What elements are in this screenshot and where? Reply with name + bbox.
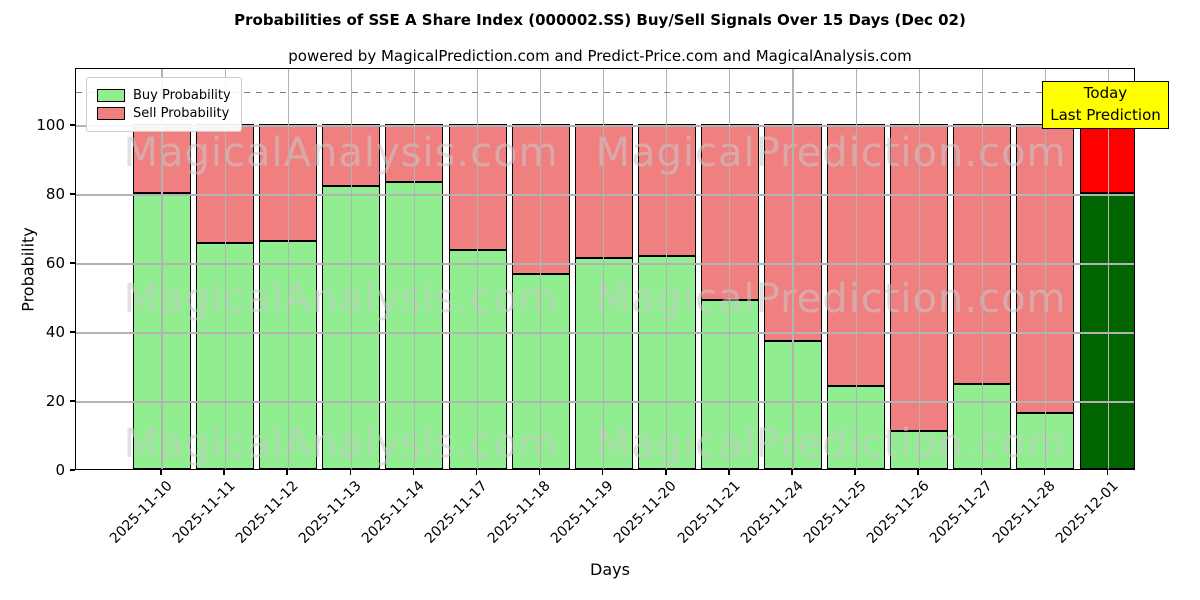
watermark-text: MagicalPrediction.com [595, 421, 1067, 467]
x-tick [665, 470, 667, 475]
watermark-text: MagicalAnalysis.com [123, 421, 559, 467]
y-tick-label: 0 [55, 461, 65, 479]
x-tick [412, 470, 415, 475]
today-annotation: Today Last Prediction [1042, 81, 1169, 129]
today-annotation-line2: Last Prediction [1050, 105, 1161, 124]
y-tick-label: 60 [45, 254, 65, 272]
x-tick-label: 2025-11-21 [674, 478, 744, 547]
chart-subtitle: powered by MagicalPrediction.com and Pre… [288, 47, 912, 65]
watermark-text: MagicalPrediction.com [595, 276, 1067, 322]
x-tick-label: 2025-11-28 [989, 478, 1059, 547]
y-tick [70, 193, 75, 195]
x-tick-label: 2025-11-14 [358, 478, 428, 547]
watermark-layer: MagicalAnalysis.com MagicalPrediction.com… [76, 69, 1134, 469]
x-axis-label: Days [590, 560, 630, 579]
watermark-text: MagicalPrediction.com [595, 130, 1067, 176]
x-tick-label: 2025-11-13 [295, 478, 365, 547]
plot-area: MagicalAnalysis.com MagicalPrediction.com… [75, 68, 1135, 470]
sell-swatch-icon [97, 107, 125, 120]
x-tick [286, 470, 288, 475]
x-tick-label: 2025-11-11 [169, 478, 239, 547]
legend-item-sell: Sell Probability [97, 106, 231, 121]
x-tick [980, 470, 983, 475]
chart-title: Probabilities of SSE A Share Index (0000… [234, 11, 966, 29]
x-tick [475, 470, 478, 475]
y-tick-label: 100 [36, 116, 65, 134]
x-tick [791, 470, 793, 475]
x-tick-label: 2025-11-25 [800, 478, 870, 547]
x-tick [917, 470, 919, 475]
y-tick-label: 20 [45, 392, 65, 410]
x-tick-label: 2025-11-10 [106, 478, 176, 547]
x-tick [601, 470, 604, 475]
x-tick [1043, 470, 1046, 475]
today-annotation-line1: Today [1083, 84, 1128, 102]
y-tick-label: 40 [45, 323, 65, 341]
x-tick-label: 2025-11-24 [737, 478, 807, 547]
buy-segment-2025-12-01 [1080, 191, 1134, 468]
watermark-text: MagicalAnalysis.com [123, 276, 559, 322]
x-tick [160, 470, 162, 475]
buy-swatch-icon [97, 89, 125, 102]
y-tick-label: 80 [45, 185, 65, 203]
legend: Buy Probability Sell Probability [86, 77, 242, 132]
bar-2025-12-01 [1079, 124, 1134, 469]
x-tick [1106, 470, 1109, 475]
x-tick [349, 470, 352, 475]
x-tick-label: 2025-11-26 [863, 478, 933, 547]
y-tick [70, 124, 75, 126]
y-tick [70, 400, 75, 402]
y-tick [70, 469, 75, 471]
legend-label-buy: Buy Probability [133, 88, 231, 103]
watermark-text: MagicalAnalysis.com [123, 130, 559, 176]
x-tick-label: 2025-12-01 [1052, 478, 1122, 547]
x-tick [538, 470, 541, 475]
x-tick-label: 2025-11-18 [485, 478, 554, 547]
x-tick-label: 2025-11-12 [232, 478, 302, 547]
legend-item-buy: Buy Probability [97, 88, 231, 103]
x-tick-label: 2025-11-27 [926, 478, 996, 547]
x-tick-label: 2025-11-17 [421, 478, 491, 547]
x-tick-label: 2025-11-19 [548, 478, 618, 547]
x-tick [854, 470, 856, 475]
y-tick [70, 262, 75, 264]
x-tick-label: 2025-11-20 [611, 478, 681, 547]
x-tick [728, 470, 730, 475]
y-tick [70, 331, 75, 333]
x-tick [223, 470, 225, 475]
legend-label-sell: Sell Probability [133, 106, 230, 121]
